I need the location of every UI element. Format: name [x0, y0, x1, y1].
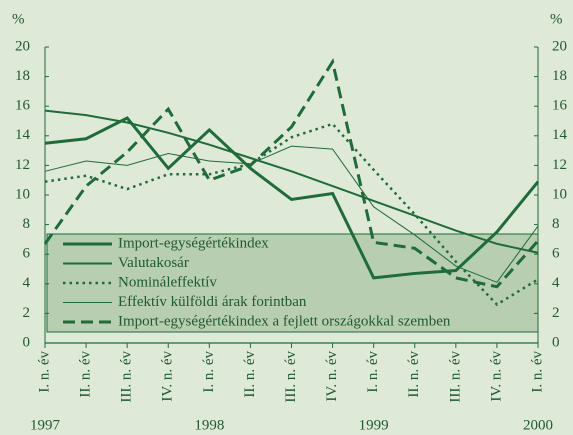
year-label: 2000 — [523, 417, 553, 433]
x-tick-label: I. n. év — [201, 351, 217, 393]
series-line — [44, 122, 539, 307]
x-tick-label: IV. n. év — [488, 351, 504, 402]
y-tick-label-right: 4 — [552, 275, 560, 291]
x-tick-label: III. n. év — [283, 351, 299, 403]
legend-label: Valutakosár — [118, 255, 189, 271]
year-label: 1997 — [30, 417, 61, 433]
legend-label: Import-egységértékindex — [118, 235, 269, 251]
y-tick-label-right: 16 — [552, 98, 568, 114]
y-tick-label: 8 — [23, 216, 31, 232]
y-tick-label: 14 — [15, 127, 31, 143]
y-tick-label-right: 6 — [552, 246, 560, 262]
legend-box — [46, 233, 539, 333]
y-tick-label-right: 0 — [552, 334, 560, 350]
series-line — [43, 57, 540, 289]
legend-label: Import-egységértékindex a fejlett ország… — [118, 313, 451, 329]
y-tick-label-right: 20 — [552, 38, 567, 54]
y-unit-left: % — [12, 11, 25, 27]
year-label: 1998 — [194, 417, 224, 433]
year-label: 1999 — [359, 417, 389, 433]
legend-label: Nomináleffektív — [118, 274, 217, 290]
series-line — [44, 145, 539, 283]
series-line — [44, 109, 539, 254]
y-tick-label: 4 — [23, 275, 31, 291]
x-tick-label: II. n. év — [78, 351, 94, 398]
x-tick-label: I. n. év — [529, 351, 545, 393]
y-tick-label: 18 — [15, 68, 30, 84]
y-tick-label: 10 — [15, 186, 30, 202]
x-tick-label: II. n. év — [406, 351, 422, 398]
y-tick-label-right: 18 — [552, 68, 567, 84]
x-tick-label: III. n. év — [447, 351, 463, 403]
x-tick-label: I. n. év — [36, 351, 52, 393]
y-tick-label: 0 — [23, 334, 31, 350]
y-tick-label-right: 14 — [552, 127, 568, 143]
x-tick-label: IV. n. év — [160, 351, 176, 402]
y-tick-label: 2 — [23, 305, 31, 321]
y-tick-label: 16 — [15, 98, 31, 114]
y-tick-label-right: 10 — [552, 186, 567, 202]
series-line — [44, 116, 540, 280]
y-tick-label-right: 2 — [552, 305, 560, 321]
y-tick-label: 20 — [15, 38, 30, 54]
x-tick-label: III. n. év — [119, 351, 135, 403]
y-tick-label-right: 8 — [552, 216, 560, 232]
y-tick-label: 12 — [15, 157, 30, 173]
x-tick-label: II. n. év — [242, 351, 258, 398]
x-tick-label: I. n. év — [365, 351, 381, 393]
y-tick-label-right: 12 — [552, 157, 567, 173]
x-tick-label: IV. n. év — [324, 351, 340, 402]
legend-label: Effektív külföldi árak forintban — [118, 294, 307, 310]
y-tick-label: 6 — [23, 246, 31, 262]
y-unit-right: % — [550, 11, 563, 27]
